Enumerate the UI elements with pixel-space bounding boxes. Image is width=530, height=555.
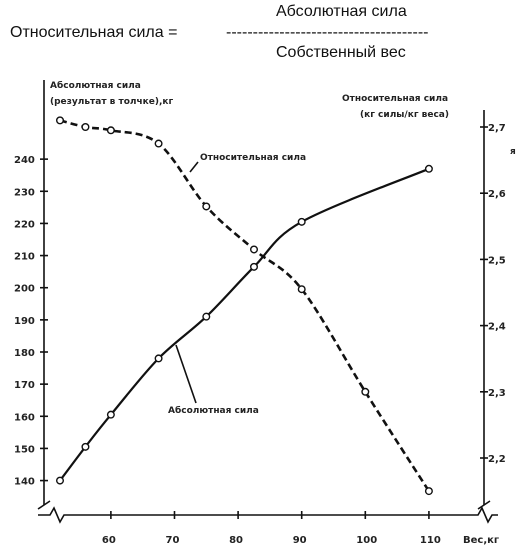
series bbox=[56, 116, 433, 496]
x-tick-label: 70 bbox=[165, 535, 179, 546]
absolute-strength-point bbox=[81, 442, 90, 451]
y-right-tick-label: 2,2 bbox=[488, 454, 506, 465]
absolute-strength-point bbox=[56, 476, 65, 485]
relative-strength-point bbox=[202, 202, 211, 211]
formula-left: Относительная сила = bbox=[10, 24, 178, 41]
absolute-label-leader bbox=[175, 344, 197, 404]
left-axis-label-line1: Абсолютная сила bbox=[50, 80, 141, 91]
right-axis-break bbox=[477, 500, 491, 510]
formula-numerator: Абсолютная сила bbox=[276, 3, 407, 20]
y-left-tick-label: 240 bbox=[14, 155, 35, 166]
absolute-strength-point bbox=[249, 262, 258, 271]
relative-label-leader bbox=[189, 161, 199, 173]
y-left-tick-label: 180 bbox=[14, 348, 35, 359]
relative-strength-point bbox=[361, 387, 370, 396]
y-left-tick-label: 140 bbox=[14, 477, 35, 488]
series-label-absolute: Абсолютная сила bbox=[168, 405, 259, 416]
y-left-tick-label: 190 bbox=[14, 316, 35, 327]
formula-denominator: Собственный вес bbox=[276, 44, 406, 61]
x-tick-label: 110 bbox=[420, 535, 441, 546]
y-left-tick-label: 170 bbox=[14, 380, 35, 391]
y-right-tick-label: 2,4 bbox=[488, 322, 506, 333]
y-right-tick-label: 2,6 bbox=[488, 189, 506, 200]
x-axis-label: Вес,кг bbox=[463, 535, 499, 546]
right-axis-label-line2: (кг силы/кг веса) bbox=[360, 110, 449, 120]
y-left-tick-label: 160 bbox=[14, 412, 35, 423]
absolute-strength-point bbox=[297, 217, 306, 226]
x-tick-label: 100 bbox=[356, 535, 377, 546]
relative-strength-point bbox=[81, 122, 90, 131]
y-left-tick-label: 200 bbox=[14, 284, 35, 295]
x-tick-label: 90 bbox=[293, 535, 307, 546]
relative-strength-point bbox=[56, 116, 65, 125]
y-right-tick-label: 2,5 bbox=[488, 255, 506, 266]
left-axis-break bbox=[37, 500, 51, 510]
y-right-tick-label: 2,3 bbox=[488, 388, 506, 399]
relative-strength-point bbox=[249, 245, 258, 254]
right-axis-label-line1: Относительная сила bbox=[342, 94, 448, 104]
formula: Относительная сила = Абсолютная сила ---… bbox=[0, 0, 530, 61]
right-axis-mark: я bbox=[510, 147, 516, 157]
absolute-strength-point bbox=[106, 410, 115, 419]
y-left-tick-label: 210 bbox=[14, 252, 35, 263]
y-left-tick-label: 220 bbox=[14, 219, 35, 230]
ticks: 140 150 160 170 180 190 200 210 220 230 240 2,2 2,3 2… bbox=[14, 123, 506, 546]
x-axis-line bbox=[38, 506, 498, 524]
series-label-relative: Относительная сила bbox=[200, 153, 306, 163]
relative-strength-point bbox=[424, 487, 433, 496]
x-tick-label: 80 bbox=[229, 535, 243, 546]
absolute-strength-line bbox=[59, 167, 430, 482]
left-axis-label-line2: (результат в толчке),кг bbox=[50, 97, 174, 107]
axes bbox=[37, 80, 498, 524]
relative-strength-point bbox=[106, 126, 115, 135]
y-left-tick-label: 230 bbox=[14, 187, 35, 198]
relative-strength-point bbox=[297, 285, 306, 294]
y-left-tick-label: 150 bbox=[14, 444, 35, 455]
absolute-strength-point bbox=[424, 164, 433, 173]
formula-fraction-line: -------------------------------------- bbox=[226, 24, 429, 41]
y-right-tick-label: 2,7 bbox=[488, 123, 506, 134]
x-tick-label: 60 bbox=[102, 535, 116, 546]
absolute-strength-point bbox=[202, 312, 211, 321]
relative-strength-point bbox=[154, 139, 163, 148]
absolute-strength-point bbox=[154, 354, 163, 363]
relative-strength-line bbox=[59, 119, 430, 492]
